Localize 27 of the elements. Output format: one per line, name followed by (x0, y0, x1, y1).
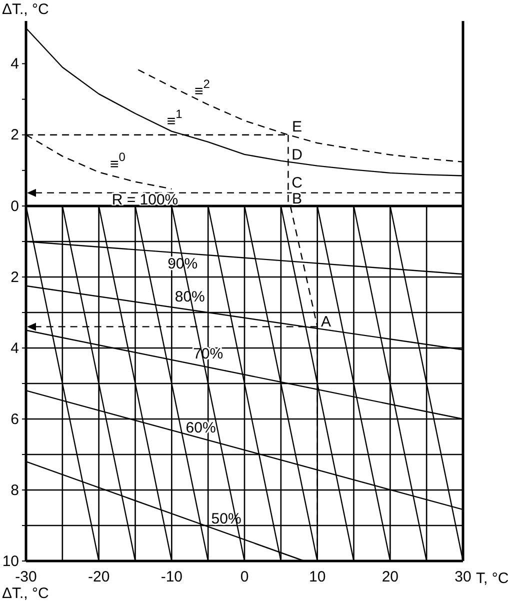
y-tick-label: 10 (2, 552, 19, 570)
x-tick-label: 20 (382, 568, 399, 586)
y-tick-label: 8 (10, 482, 19, 499)
y-axis-title: ΔT., °C (2, 1, 50, 18)
annotation: B (292, 190, 302, 208)
annotation: C (292, 174, 303, 192)
annotation: D (292, 146, 303, 164)
x-tick-label: 10 (308, 568, 326, 586)
y-tick-label: 4 (10, 55, 19, 72)
x-axis-title: T, °C (476, 570, 509, 587)
x-tick-label: -10 (160, 568, 183, 586)
annotation: E (292, 118, 302, 136)
y-tick-label: 2 (10, 126, 19, 144)
series-label: ≡$^{2}$ (194, 76, 210, 100)
y-tick-label: 6 (10, 410, 19, 428)
series-label: ≡$^{0}$ (110, 150, 126, 173)
y-axis-title: ΔT., °C (2, 585, 50, 602)
x-tick-label: 30 (454, 568, 472, 586)
y-tick-label: 0 (10, 198, 19, 215)
series-label: ≡$^{1}$ (166, 107, 183, 130)
x-tick-label: -30 (15, 568, 37, 586)
y-tick-label: 4 (10, 340, 19, 357)
annotation: R = 100% (112, 192, 178, 208)
y-tick-label: 2 (10, 268, 19, 286)
x-tick-label: -20 (88, 568, 110, 586)
x-tick-label: 0 (240, 568, 249, 586)
annotation: A (320, 314, 332, 330)
